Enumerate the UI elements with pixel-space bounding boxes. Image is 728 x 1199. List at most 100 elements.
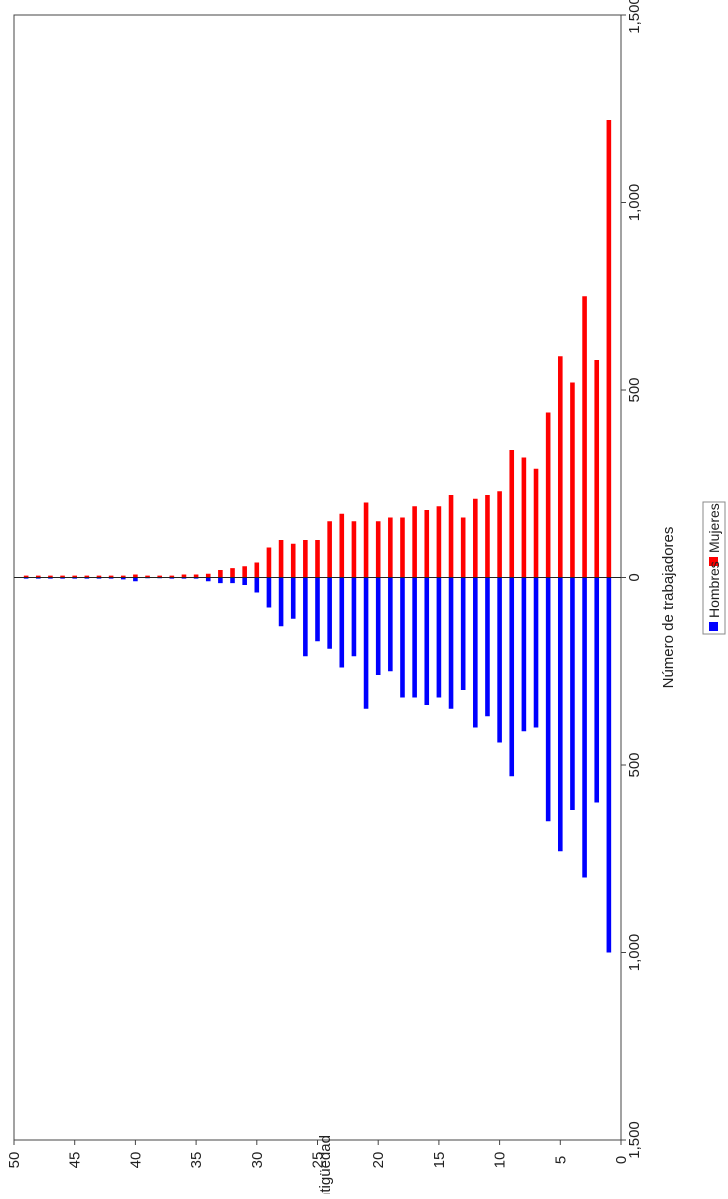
bar-mujeres-1 bbox=[606, 120, 612, 578]
bar-hombres-33 bbox=[218, 577, 223, 584]
age-tick-label: 10 bbox=[492, 1152, 509, 1169]
bar-hombres-7 bbox=[533, 577, 539, 728]
bar-hombres-46 bbox=[60, 577, 65, 579]
bar-hombres-29 bbox=[266, 577, 272, 608]
bar-hombres-11 bbox=[485, 577, 490, 717]
bar-mujeres-24 bbox=[327, 521, 332, 578]
age-tick-label: 20 bbox=[370, 1152, 387, 1169]
bar-mujeres-5 bbox=[558, 356, 563, 578]
bar-hombres-43 bbox=[96, 577, 102, 579]
age-tick-label: 40 bbox=[127, 1152, 144, 1169]
bar-hombres-22 bbox=[351, 577, 357, 657]
bar-mujeres-14 bbox=[448, 495, 454, 578]
legend-swatch-mujeres bbox=[709, 557, 718, 566]
bar-mujeres-22 bbox=[351, 521, 357, 578]
bar-hombres-10 bbox=[497, 577, 502, 743]
bar-hombres-45 bbox=[72, 577, 77, 579]
value-tick-label: 1,500 bbox=[626, 1121, 643, 1159]
bar-hombres-48 bbox=[35, 577, 41, 579]
value-tick-label: 1,000 bbox=[626, 184, 643, 222]
bar-mujeres-45 bbox=[72, 575, 77, 578]
value-tick-label: 1,000 bbox=[626, 934, 643, 972]
bar-hombres-27 bbox=[290, 577, 296, 619]
bar-hombres-41 bbox=[120, 577, 126, 580]
bar-hombres-32 bbox=[230, 577, 235, 584]
bar-hombres-12 bbox=[473, 577, 478, 728]
bar-hombres-35 bbox=[193, 577, 199, 579]
bar-mujeres-36 bbox=[181, 574, 187, 578]
bar-hombres-9 bbox=[509, 577, 515, 777]
bar-hombres-23 bbox=[339, 577, 345, 668]
bar-mujeres-13 bbox=[460, 517, 466, 578]
bar-mujeres-8 bbox=[521, 457, 527, 578]
bar-mujeres-2 bbox=[594, 360, 600, 578]
legend-swatch-hombres bbox=[709, 622, 718, 631]
value-tick-label: 500 bbox=[626, 377, 643, 402]
legend-label-hombres: Hombres bbox=[706, 561, 722, 618]
bar-mujeres-27 bbox=[290, 543, 296, 578]
bar-mujeres-11 bbox=[485, 495, 490, 578]
bar-hombres-1 bbox=[606, 577, 612, 953]
bar-mujeres-33 bbox=[218, 570, 223, 578]
bar-hombres-15 bbox=[436, 577, 442, 698]
bar-hombres-26 bbox=[303, 577, 308, 657]
legend-label-mujeres: Mujeres bbox=[706, 503, 722, 553]
bar-hombres-21 bbox=[363, 577, 369, 709]
bar-mujeres-44 bbox=[84, 575, 90, 578]
bar-mujeres-30 bbox=[254, 562, 260, 578]
bar-mujeres-3 bbox=[582, 296, 587, 578]
bar-hombres-13 bbox=[460, 577, 466, 690]
bar-mujeres-4 bbox=[570, 382, 575, 578]
bar-mujeres-41 bbox=[120, 575, 126, 578]
age-tick-label: 25 bbox=[310, 1152, 327, 1169]
bar-mujeres-16 bbox=[424, 510, 430, 578]
bar-mujeres-47 bbox=[48, 575, 53, 578]
age-tick-label: 30 bbox=[249, 1152, 266, 1169]
bar-mujeres-34 bbox=[205, 573, 211, 578]
bar-hombres-5 bbox=[558, 577, 563, 852]
bar-mujeres-19 bbox=[388, 517, 393, 578]
age-tick-label: 45 bbox=[67, 1152, 84, 1169]
bar-mujeres-21 bbox=[363, 502, 369, 578]
bar-mujeres-17 bbox=[412, 506, 417, 578]
bar-mujeres-31 bbox=[242, 566, 247, 578]
bar-hombres-28 bbox=[278, 577, 284, 627]
age-tick-label: 35 bbox=[188, 1152, 205, 1169]
bar-hombres-17 bbox=[412, 577, 417, 698]
age-tick-label: 0 bbox=[613, 1156, 630, 1164]
bar-mujeres-6 bbox=[545, 412, 551, 578]
bar-mujeres-32 bbox=[230, 568, 235, 578]
bar-mujeres-37 bbox=[169, 575, 175, 578]
bar-mujeres-46 bbox=[60, 575, 65, 578]
bar-hombres-31 bbox=[242, 577, 247, 585]
bar-hombres-49 bbox=[23, 577, 29, 579]
bar-mujeres-26 bbox=[303, 540, 308, 578]
bar-mujeres-39 bbox=[145, 575, 150, 578]
age-tick-label: 50 bbox=[6, 1152, 23, 1169]
bar-mujeres-15 bbox=[436, 506, 442, 578]
legend-box bbox=[702, 501, 726, 635]
age-tick-label: 5 bbox=[552, 1156, 569, 1164]
bar-mujeres-10 bbox=[497, 491, 502, 578]
bar-mujeres-9 bbox=[509, 450, 515, 578]
bar-hombres-14 bbox=[448, 577, 454, 709]
bar-hombres-19 bbox=[388, 577, 393, 672]
bar-mujeres-42 bbox=[108, 575, 114, 578]
bar-mujeres-43 bbox=[96, 575, 102, 578]
bar-hombres-20 bbox=[375, 577, 381, 675]
bar-hombres-40 bbox=[133, 577, 138, 582]
age-axis-title: Antigüedad bbox=[317, 1135, 334, 1194]
bar-mujeres-18 bbox=[400, 517, 405, 578]
bar-hombres-42 bbox=[108, 577, 114, 579]
bar-hombres-18 bbox=[400, 577, 405, 698]
bar-hombres-3 bbox=[582, 577, 587, 878]
bar-hombres-2 bbox=[594, 577, 600, 803]
bar-hombres-4 bbox=[570, 577, 575, 810]
bar-mujeres-20 bbox=[375, 521, 381, 578]
value-tick-label: 0 bbox=[626, 573, 643, 581]
bar-hombres-37 bbox=[169, 577, 175, 579]
bar-hombres-6 bbox=[545, 577, 551, 822]
age-tick-label: 15 bbox=[431, 1152, 448, 1169]
